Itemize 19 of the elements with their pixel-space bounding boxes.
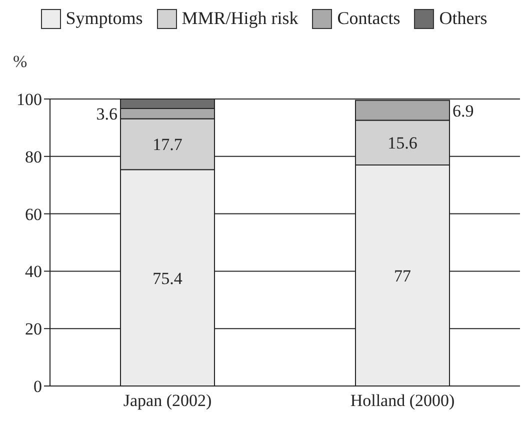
y-tick-label: 40 [25,262,42,282]
x-tick-label: Japan (2002) [123,391,212,410]
y-axis-title: % [13,52,28,72]
y-tick-label: 80 [25,147,42,166]
data-label: 6.9 [452,101,474,120]
legend-label: MMR/High risk [182,8,298,29]
data-label: 3.6 [96,104,118,124]
data-label: 15.6 [388,134,418,153]
data-label: 17.7 [152,135,183,154]
y-tick-label: 20 [25,320,42,339]
y-tick-label: 60 [25,204,42,224]
data-label: 75.4 [152,268,183,288]
data-label: 77 [394,266,412,286]
legend-label: Contacts [337,8,400,29]
y-tick-label: 100 [16,90,42,110]
legend-label: Symptoms [66,8,143,29]
x-tick-label: Holland (2000) [350,391,455,410]
y-tick-label: 0 [34,377,42,396]
legend-label: Others [439,8,488,29]
